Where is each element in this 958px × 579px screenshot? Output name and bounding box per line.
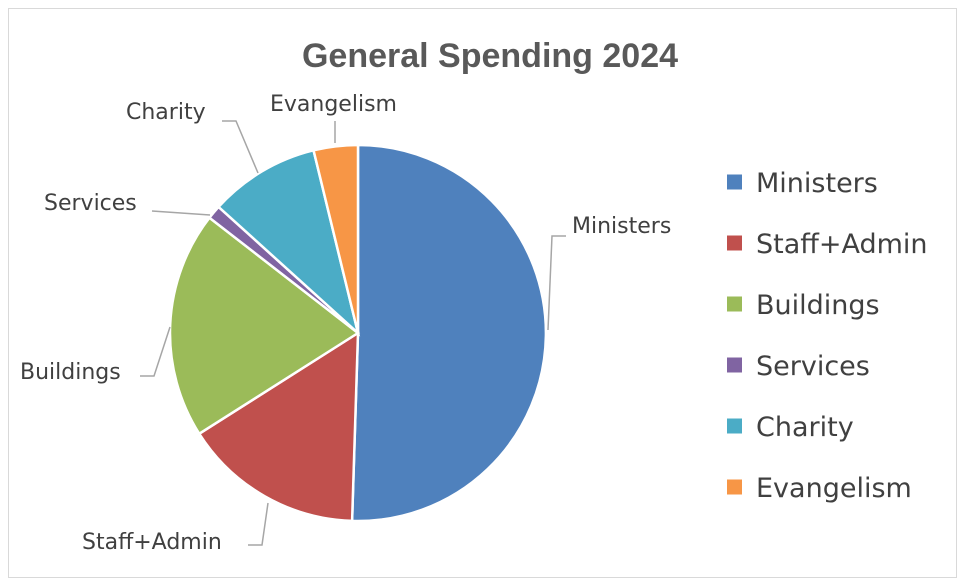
legend-swatch-services [727,357,742,373]
legend-label-evangelism: Evangelism [756,473,912,504]
legend-item-buildings: Buildings [727,290,880,321]
data-label-ministers: Ministers [572,214,671,239]
leader-line-staff-admin [248,502,269,546]
legend-label-charity: Charity [756,412,854,443]
legend-label-buildings: Buildings [756,290,880,321]
leader-line-services [151,210,211,216]
slice-ministers [350,143,548,523]
data-label-evangelism: Evangelism [270,92,397,117]
chart-title: General Spending 2024 [302,37,678,75]
leader-line-charity [222,120,259,174]
slice-charity [216,148,361,337]
legend-swatch-evangelism [727,479,742,495]
slice-evangelism [312,143,360,334]
data-label-services: Services [44,191,137,216]
legend-swatch-buildings [727,296,742,312]
legend-swatch-staff-admin [727,235,742,251]
leader-line-buildings [140,326,171,377]
data-labels: Ministers Staff+Admin Buildings Services Cha… [20,92,671,555]
data-label-staff-admin: Staff+Admin [82,530,222,555]
legend-label-ministers: Ministers [756,168,878,199]
leader-lines [140,120,566,546]
data-label-buildings: Buildings [20,360,121,385]
pie-slices [168,143,548,523]
data-label-charity: Charity [126,100,206,125]
legend-item-evangelism: Evangelism [727,473,912,504]
legend-item-services: Services [727,351,870,382]
legend-label-services: Services [756,351,870,382]
legend-item-staff-admin: Staff+Admin [727,229,928,260]
legend-label-staff-admin: Staff+Admin [756,229,928,260]
slice-staff-admin [197,330,360,523]
legend-item-ministers: Ministers [727,168,878,199]
leader-line-ministers [547,235,566,331]
legend-swatch-charity [727,418,742,434]
legend: Ministers Staff+Admin Buildings Services Cha… [727,168,928,504]
legend-item-charity: Charity [727,412,854,443]
slice-buildings [168,216,361,436]
legend-swatch-ministers [727,174,742,190]
